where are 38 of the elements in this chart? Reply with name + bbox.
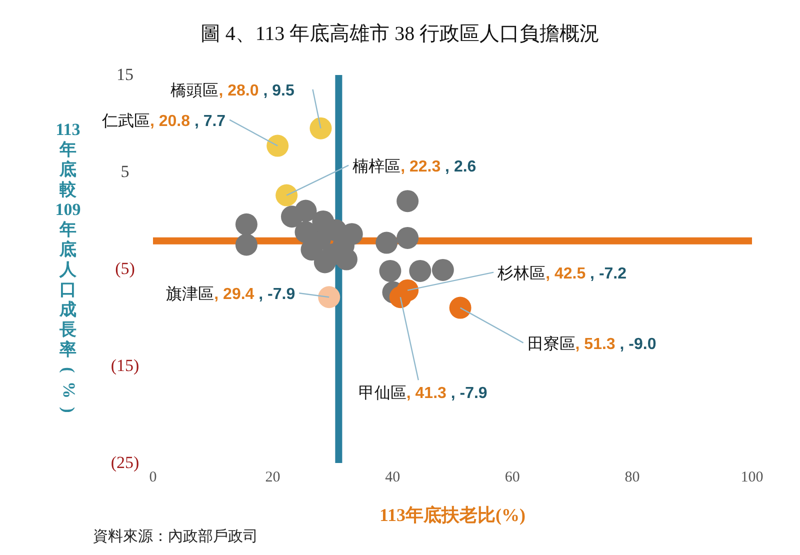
annotation: 橋頭區, 28.0 , 9.5 [170,80,294,100]
point [266,134,289,157]
point [379,260,402,282]
point [409,260,432,282]
x-tick-label: 80 [624,470,640,486]
point [432,258,454,281]
annotation: 杉林區, 42.5 , -7.2 [496,263,627,282]
annotation: 楠梓區, 22.3 , 2.6 [352,156,476,176]
point [396,226,419,249]
x-tick-label: 20 [265,470,280,486]
point [449,296,472,319]
chart-title: 圖 4、113 年底高雄市 38 行政區人口負擔概況 [199,22,601,47]
x-tick-label: 100 [740,470,764,486]
x-axis-title: 113年底扶老比(%) [378,504,526,527]
y-tick-label: 15 [116,65,134,84]
y-tick-label: (15) [110,356,140,375]
point [280,206,303,228]
annotation: 甲仙區, 41.3 , -7.9 [358,383,488,402]
point [310,117,332,140]
annotation: 田寮區, 51.3 , -9.0 [527,334,656,353]
point [294,221,317,244]
x-tick-label: 60 [504,470,520,486]
point [276,184,298,206]
annotation: 旗津區, 29.4 , -7.9 [166,284,296,304]
x-tick-label: 40 [385,470,400,486]
point [235,234,258,256]
point [235,213,258,236]
x-tick-label: 0 [149,470,157,486]
point [376,232,398,254]
y-tick-label: (25) [110,453,140,472]
source-note: 資料來源：內政部戶政司 [93,527,258,545]
y-tick-label: 5 [120,162,130,181]
point [396,279,419,302]
point [318,286,340,308]
annotation: 仁武區, 20.8 , 7.7 [100,110,226,130]
text: 113年底較109年底人口成長率(%) [55,120,81,413]
y-tick-label: (5) [115,259,135,278]
point [396,190,419,212]
